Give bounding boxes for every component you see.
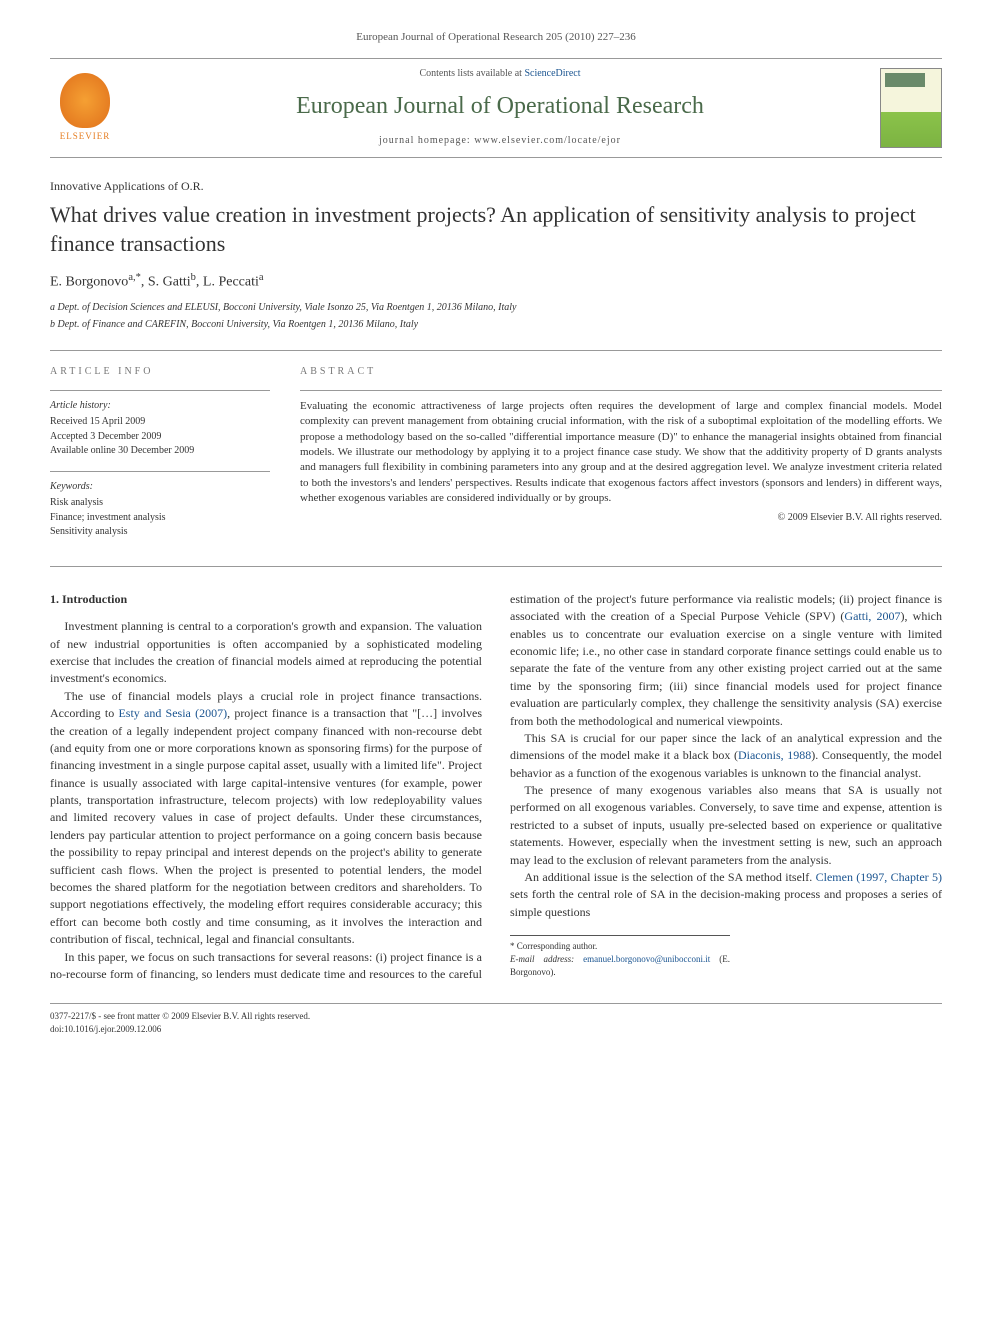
- doi: doi:10.1016/j.ejor.2009.12.006: [50, 1023, 310, 1036]
- cite-gatti-2007[interactable]: Gatti, 2007: [844, 609, 900, 623]
- cite-clemen-1997[interactable]: Clemen (1997, Chapter 5): [816, 870, 942, 884]
- abstract-copyright: © 2009 Elsevier B.V. All rights reserved…: [300, 511, 942, 526]
- keyword-1: Risk analysis: [50, 496, 270, 511]
- cite-diaconis-1988[interactable]: Diaconis, 1988: [738, 748, 811, 762]
- article-info-column: ARTICLE INFO Article history: Received 1…: [50, 365, 270, 552]
- corresponding-label: * Corresponding author.: [510, 940, 730, 953]
- corresponding-email[interactable]: emanuel.borgonovo@unibocconi.it: [583, 954, 710, 964]
- elsevier-tree-icon: [60, 73, 110, 128]
- article-title: What drives value creation in investment…: [50, 201, 942, 258]
- journal-name: European Journal of Operational Research: [120, 89, 880, 124]
- body-p6: An additional issue is the selection of …: [510, 869, 942, 921]
- journal-center-block: Contents lists available at ScienceDirec…: [120, 67, 880, 149]
- accepted-date: Accepted 3 December 2009: [50, 430, 270, 445]
- body-p4: This SA is crucial for our paper since t…: [510, 730, 942, 782]
- homepage-prefix: journal homepage:: [379, 135, 474, 146]
- journal-homepage: journal homepage: www.elsevier.com/locat…: [120, 134, 880, 149]
- article-history-block: Article history: Received 15 April 2009 …: [50, 390, 270, 459]
- online-date: Available online 30 December 2009: [50, 444, 270, 459]
- email-label: E-mail address:: [510, 954, 574, 964]
- page-footer: 0377-2217/$ - see front matter © 2009 El…: [50, 1003, 942, 1036]
- citation-line: European Journal of Operational Research…: [50, 30, 942, 46]
- affiliations: a Dept. of Decision Sciences and ELEUSI,…: [50, 301, 942, 332]
- author-1: E. Borgonovo: [50, 275, 128, 290]
- journal-masthead: ELSEVIER Contents lists available at Sci…: [50, 58, 942, 158]
- article-category: Innovative Applications of O.R.: [50, 178, 942, 195]
- journal-cover-thumbnail: [880, 68, 942, 148]
- contents-list-line: Contents lists available at ScienceDirec…: [120, 67, 880, 82]
- keywords-block: Keywords: Risk analysis Finance; investm…: [50, 471, 270, 540]
- sciencedirect-link[interactable]: ScienceDirect: [524, 68, 580, 79]
- publisher-name: ELSEVIER: [60, 130, 111, 143]
- abstract-text: Evaluating the economic attractiveness o…: [300, 390, 942, 507]
- footer-left: 0377-2217/$ - see front matter © 2009 El…: [50, 1010, 310, 1036]
- author-3: L. Peccati: [203, 275, 259, 290]
- p3b: ), which enables us to concentrate our e…: [510, 609, 942, 727]
- affiliation-a: a Dept. of Decision Sciences and ELEUSI,…: [50, 301, 942, 316]
- article-body: 1. Introduction Investment planning is c…: [50, 591, 942, 984]
- body-p5: The presence of many exogenous variables…: [510, 782, 942, 869]
- body-p2: The use of financial models plays a cruc…: [50, 688, 482, 949]
- p6a: An additional issue is the selection of …: [524, 870, 815, 884]
- abstract-heading: ABSTRACT: [300, 365, 942, 380]
- history-label: Article history:: [50, 399, 270, 414]
- author-2-sup: b: [191, 272, 196, 283]
- author-3-sup: a: [259, 272, 264, 283]
- affiliation-b: b Dept. of Finance and CAREFIN, Bocconi …: [50, 318, 942, 333]
- abstract-column: ABSTRACT Evaluating the economic attract…: [300, 365, 942, 552]
- section-1-heading: 1. Introduction: [50, 591, 482, 608]
- keyword-3: Sensitivity analysis: [50, 525, 270, 540]
- copyright-footer: 0377-2217/$ - see front matter © 2009 El…: [50, 1010, 310, 1023]
- p2b: , project finance is a transaction that …: [50, 706, 482, 946]
- elsevier-logo: ELSEVIER: [50, 68, 120, 148]
- info-abstract-row: ARTICLE INFO Article history: Received 1…: [50, 350, 942, 567]
- homepage-url: www.elsevier.com/locate/ejor: [474, 135, 621, 146]
- authors-line: E. Borgonovoa,*, S. Gattib, L. Peccatia: [50, 270, 942, 293]
- p6b: sets forth the central role of SA in the…: [510, 887, 942, 918]
- author-1-sup: a,*: [128, 272, 141, 283]
- article-info-heading: ARTICLE INFO: [50, 365, 270, 380]
- cite-esty-sesia-2007[interactable]: Esty and Sesia (2007): [118, 706, 227, 720]
- received-date: Received 15 April 2009: [50, 415, 270, 430]
- body-p1: Investment planning is central to a corp…: [50, 618, 482, 688]
- keyword-2: Finance; investment analysis: [50, 511, 270, 526]
- keywords-label: Keywords:: [50, 480, 270, 495]
- corresponding-author-block: * Corresponding author. E-mail address: …: [510, 935, 730, 979]
- contents-prefix: Contents lists available at: [419, 68, 524, 79]
- author-2: S. Gatti: [148, 275, 191, 290]
